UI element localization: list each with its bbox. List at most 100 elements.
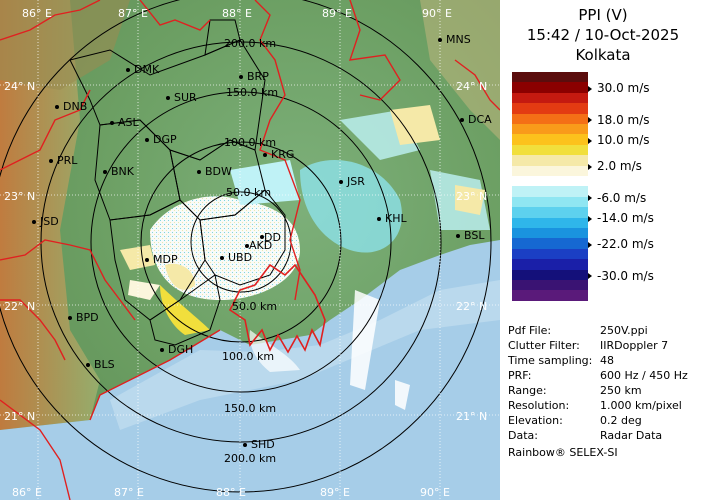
color-scale-swatch [512,280,588,291]
city-label: DGH [168,343,193,356]
city-label: JSD [39,215,59,228]
range-label: 50.0 km [226,186,271,199]
tick-arrow-icon [588,117,592,124]
city-label: BPD [76,311,99,324]
color-scale-swatch [512,238,588,250]
color-scale-swatch [512,248,588,260]
lon-label: 87° E [114,486,144,499]
color-scale-swatch [512,103,588,115]
range-label: 200.0 km [224,37,276,50]
color-scale-tick: -6.0 m/s [588,191,646,205]
color-scale-tick: 2.0 m/s [588,159,642,173]
lat-labels-right: 24° N 23° N 22° N 21° N [456,80,487,423]
district-borders [69,19,286,346]
city-label: MDP [153,253,178,266]
color-scale-swatch [512,165,588,177]
city-label: DNB [63,100,87,113]
city-label: KHL [385,212,407,225]
city-label: PRL [57,154,78,167]
city-label: BRP [247,70,269,83]
city-label: SUR [174,91,197,104]
range-label: 200.0 km [224,452,276,465]
range-label: 50.0 km [232,300,277,313]
color-scale-swatch [512,290,588,302]
sundarbans-delta [228,263,326,354]
lat-label: 22° N [456,300,487,313]
city-label: DCA [468,113,492,126]
lat-label: 23° N [4,190,35,203]
northeast-hills [420,0,500,140]
footer-credit: Rainbow® SELEX-SI [508,446,618,459]
lon-label: 86° E [12,486,42,499]
lat-labels-left: 24° N 23° N 22° N 21° N [4,80,35,423]
northwest-hills [0,0,130,90]
color-scale-swatch [512,82,588,94]
color-scale-swatch [512,92,588,104]
city-label: BNK [111,165,135,178]
color-scale-swatch [512,196,588,208]
color-scale-swatch [512,155,588,167]
color-scale-swatch [512,113,588,125]
color-scale-tick: 10.0 m/s [588,133,650,147]
city-label: BSL [464,229,485,242]
city-label: AKD [249,239,272,252]
city-label: ASL [118,116,140,129]
legend-panel: PPI (V) 15:42 / 10-Oct-2025 Kolkata 30.0… [500,0,706,500]
lat-label: 21° N [4,410,35,423]
tick-arrow-icon [588,163,592,170]
lon-label: 88° E [222,7,252,20]
lon-label: 90° E [422,7,452,20]
color-scale-swatch [512,134,588,146]
color-scale-swatch [512,259,588,271]
tick-arrow-icon [588,215,592,222]
tick-arrow-icon [588,85,592,92]
lon-label: 86° E [22,7,52,20]
lat-label: 23° N [456,190,487,203]
site-title: Kolkata [575,46,631,64]
graticule [0,0,500,500]
datetime-title: 15:42 / 10-Oct-2025 [526,26,680,44]
color-scale-swatch [512,228,588,239]
western-highlands [0,0,100,430]
lon-labels-bottom: 86° E 87° E 88° E 89° E 90° E [12,486,450,499]
color-scale-tick: -22.0 m/s [588,237,654,251]
range-labels-north: 50.0 km 100.0 km 150.0 km 200.0 km [224,37,278,199]
city-label: SHD [251,438,275,451]
color-scale-tick: 18.0 m/s [588,113,650,127]
city-label: BDW [205,165,232,178]
lon-label: 88° E [216,486,246,499]
lon-labels-top: 86° E 87° E 88° E 89° E 90° E [22,7,452,20]
color-scale-swatch [512,269,588,281]
city-label: UBD [228,251,252,264]
range-label: 150.0 km [224,402,276,415]
radar-map: 86° E 87° E 88° E 89° E 90° E 86° E 87° … [0,0,500,500]
range-label: 150.0 km [226,86,278,99]
city-label: DGP [153,133,177,146]
city-label: BLS [94,358,115,371]
lat-label: 21° N [456,410,487,423]
color-scale-swatch [512,72,588,83]
lon-label: 89° E [320,486,350,499]
product-title: PPI (V) [578,6,628,24]
range-label: 100.0 km [222,350,274,363]
tick-arrow-icon [588,137,592,144]
city-label: MNS [446,33,471,46]
color-scale-tick: -14.0 m/s [588,211,654,225]
city-label: JSR [346,175,365,188]
color-scale-swatch [512,186,588,198]
lon-label: 89° E [322,7,352,20]
shallow-water [110,280,500,430]
tick-arrow-icon [588,195,592,202]
color-scale-swatch [512,176,588,187]
lat-label: 22° N [4,300,35,313]
tick-arrow-icon [588,273,592,280]
range-label: 100.0 km [224,136,276,149]
city-markers: MNS DMK BRP DNB SUR ASL DGP DCA KRG PRL … [32,33,492,451]
city-label: DD [264,231,281,244]
range-rings [0,0,492,493]
color-scale-swatch [512,124,588,135]
color-scale-tick: -30.0 m/s [588,269,654,283]
color-scale-swatch [512,217,588,229]
color-scale-swatch [512,144,588,156]
lon-label: 90° E [420,486,450,499]
